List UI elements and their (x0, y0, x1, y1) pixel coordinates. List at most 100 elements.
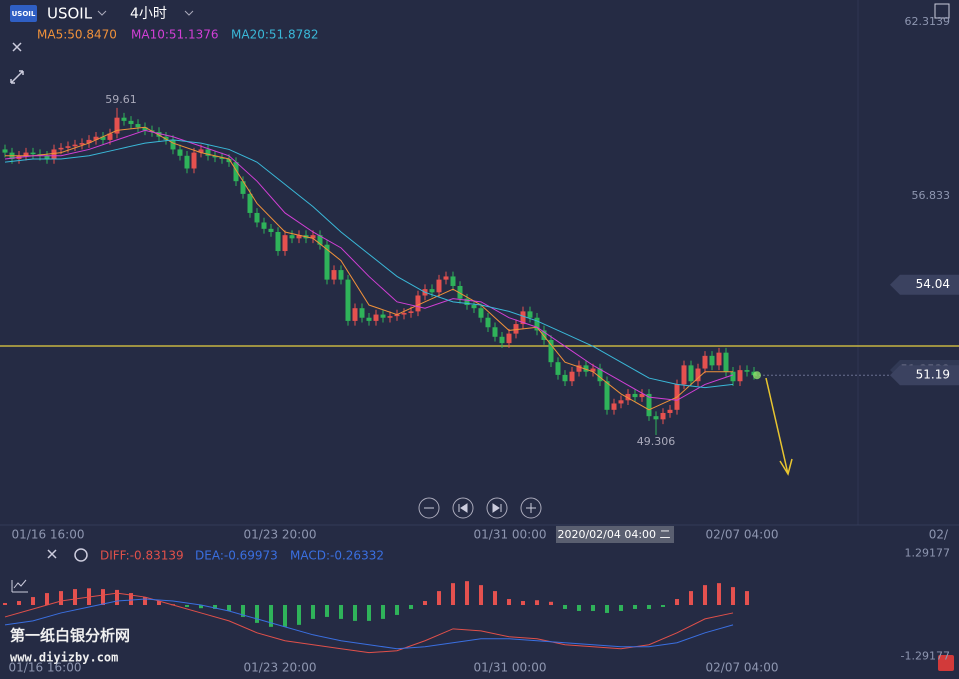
macd-bar (3, 603, 7, 605)
macd-bar (115, 589, 119, 605)
current-price-label: 51.19 (916, 368, 950, 382)
candle-body (716, 352, 722, 366)
indicator-icon[interactable] (11, 579, 28, 593)
candle-body (681, 365, 687, 385)
macd-bar (591, 605, 595, 611)
macd-bar (73, 589, 77, 605)
candle-body (513, 324, 519, 334)
dea-legend: DEA:-0.69973 (195, 549, 278, 563)
candle-body (597, 368, 603, 382)
candle-body (618, 400, 624, 404)
macd-bar (479, 585, 483, 605)
candle-body (590, 368, 596, 372)
watermark: www.diyizby.com (10, 651, 118, 665)
candle-body (163, 136, 169, 140)
macd-bar (339, 605, 343, 619)
macd-bar (423, 601, 427, 605)
macd-bar (465, 581, 469, 605)
macd-line (4, 598, 734, 650)
zoom-in[interactable] (520, 497, 542, 519)
macd-bar (283, 605, 287, 627)
macd-bar (367, 605, 371, 621)
candle-body (352, 308, 358, 321)
candle-body (254, 212, 260, 223)
macd-bar (451, 583, 455, 605)
scroll-start[interactable] (452, 497, 474, 519)
candle-body (135, 124, 141, 128)
candle-body (506, 333, 512, 344)
candle-body (310, 235, 316, 239)
macd-bar (241, 605, 245, 617)
symbol[interactable]: USOIL (47, 5, 93, 23)
candle-body (212, 155, 218, 158)
time-label: 01/16 16:00 (12, 528, 85, 542)
forecast-arrow (765, 377, 793, 476)
candle-body (79, 143, 85, 145)
low-annotation: 49.306 (637, 435, 676, 448)
macd-bar (661, 605, 665, 607)
candle-body (653, 416, 659, 420)
macd-bar (493, 591, 497, 605)
period[interactable]: 4小时 (130, 6, 167, 22)
candle-body (534, 317, 540, 331)
candle-body (744, 370, 750, 372)
candle-body (72, 144, 78, 147)
candle-body (331, 270, 337, 280)
candle-body (450, 276, 456, 286)
time-label: 01/23 20:00 (244, 528, 317, 542)
candle-body (58, 147, 64, 150)
macd-bar (731, 587, 735, 605)
candle-body (317, 235, 323, 245)
scroll-end[interactable] (486, 497, 508, 519)
candle-body (156, 131, 162, 137)
macd-time-label: 01/16 16:00 (9, 661, 82, 675)
candle-body (275, 231, 281, 252)
candle-body (114, 117, 120, 134)
macd-bar (269, 605, 273, 627)
candle-body (226, 158, 232, 163)
ma-line (4, 129, 734, 401)
expand-icon[interactable] (10, 70, 24, 84)
candle-body (604, 381, 610, 410)
panel-icon[interactable] (934, 3, 950, 19)
candle-body (695, 368, 701, 382)
candle-body (387, 316, 393, 318)
candle-body (709, 355, 715, 366)
macd-bar (17, 601, 21, 605)
candle-body (107, 133, 113, 140)
candle-body (485, 317, 491, 328)
macd-bar (227, 605, 231, 611)
high-annotation: 59.61 (105, 93, 137, 106)
candle-body (184, 155, 190, 169)
candle-body (639, 393, 645, 398)
macd-bar (409, 605, 413, 609)
candle-body (373, 314, 379, 321)
candle-body (730, 371, 736, 382)
candle-body (520, 311, 526, 325)
candle-body (65, 146, 71, 148)
close-macd[interactable] (47, 549, 57, 559)
candle-body (555, 362, 561, 375)
macd-bar (395, 605, 399, 615)
time-label: 02/ (929, 528, 949, 542)
macd-bar (59, 591, 63, 605)
zoom-out[interactable] (418, 497, 440, 519)
current-price-box (890, 365, 959, 386)
candle-body (611, 403, 617, 410)
ma10-legend: MA10:51.1376 (131, 28, 219, 42)
macd-time-label: 01/23 20:00 (244, 661, 317, 675)
candle-body (429, 289, 435, 293)
macd-bar (101, 589, 105, 605)
logo: USOIL (12, 10, 36, 18)
candle-body (562, 374, 568, 382)
settings-icon[interactable] (74, 548, 88, 562)
close-icon[interactable] (12, 42, 22, 52)
candle-body (660, 412, 666, 420)
price-marker-label: 54.04 (916, 277, 950, 291)
candle-body (464, 298, 470, 306)
candle-body (51, 149, 57, 159)
macd-bar (521, 601, 525, 605)
corner-icon[interactable] (938, 655, 954, 671)
